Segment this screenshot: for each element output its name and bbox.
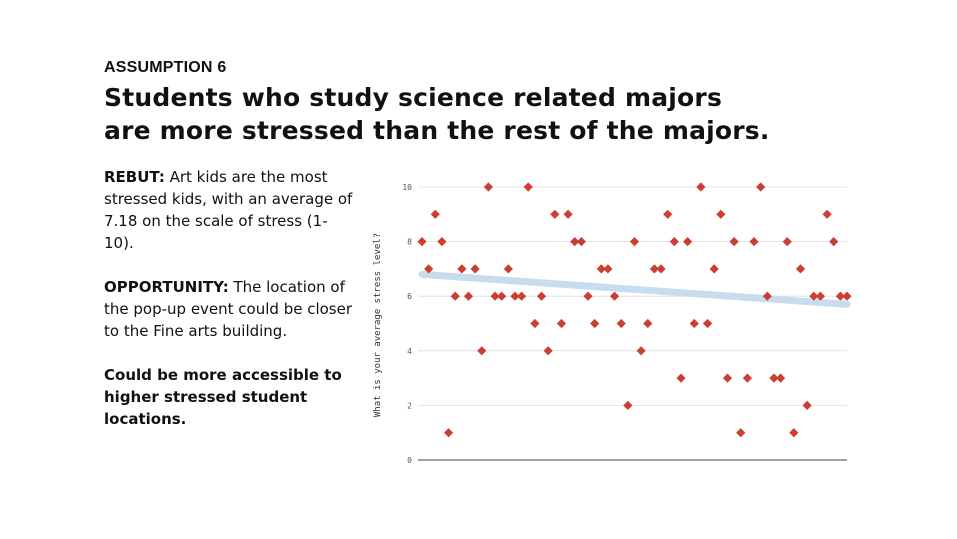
page-title: Students who study science related major… [104,81,864,147]
data-point [590,318,600,329]
data-point [603,264,613,274]
data-point [736,428,746,438]
opportunity-text: The location of the pop-up event could b… [104,278,353,340]
opportunity-label: OPPORTUNITY: [104,278,229,296]
title-line-2: are more stressed than the rest of the m… [104,116,770,145]
data-point [430,209,440,219]
data-point [483,182,494,192]
data-point [543,346,553,356]
data-point [530,318,540,329]
data-point [716,209,726,219]
title-line-1: Students who study science related major… [104,83,723,112]
data-point [450,291,460,301]
data-point [470,264,480,274]
data-point [689,318,699,329]
data-point [722,373,733,383]
data-point [616,318,626,329]
data-points [417,182,852,438]
data-point [576,237,586,247]
data-point [782,237,792,247]
assumption-kicker: ASSUMPTION 6 [104,59,227,76]
data-point [477,346,487,356]
y-tick-label: 4 [407,347,412,356]
data-point [457,264,467,274]
data-point [563,209,573,219]
data-point [742,373,752,383]
y-axis-label: What is your average stress level? [373,233,383,417]
trendline-group [418,270,851,308]
y-tick-labels: 0 2 4 6 8 10 [402,183,412,465]
data-point [802,400,812,410]
data-point [517,291,527,301]
trendline [418,270,851,308]
data-point [656,264,666,274]
data-point [822,209,832,219]
y-tick-label: 10 [402,183,412,192]
rebut-paragraph: REBUT: Art kids are the most stressed ki… [104,166,354,254]
data-point [570,237,580,247]
data-point [443,428,454,438]
data-point [417,237,427,247]
data-point [556,318,567,329]
data-point [636,346,646,356]
data-point [609,291,620,301]
closing-paragraph: Could be more accessible to higher stres… [104,364,354,430]
data-point [829,237,839,247]
data-point [842,291,852,301]
data-point [756,182,766,192]
data-point [437,237,447,247]
data-point [775,373,786,383]
data-point [629,237,640,247]
data-point [795,264,806,274]
data-point [623,400,633,410]
data-point [643,318,653,329]
data-point [815,291,826,301]
stress-scatter-chart: 0 2 4 6 8 10 What is your average stress leve… [373,182,852,465]
data-point [490,291,500,301]
data-point [676,373,686,383]
y-tick-label: 6 [407,292,412,301]
data-point [789,428,799,438]
data-point [696,182,706,192]
y-tick-label: 2 [407,401,412,410]
data-point [583,291,593,301]
data-point [762,291,772,301]
y-tick-label: 8 [407,238,412,247]
data-point [550,209,560,219]
data-point [523,182,533,192]
rebut-text: Art kids are the most stressed kids, wit… [104,168,353,252]
data-point [683,237,693,247]
data-point [749,237,759,247]
y-tick-label: 0 [407,456,412,465]
data-point [424,264,434,274]
data-point [663,209,673,219]
data-point [729,237,739,247]
data-point [503,264,513,274]
closing-text: Could be more accessible to higher stres… [104,366,342,428]
rebut-label: REBUT: [104,168,165,186]
data-point [463,291,474,301]
data-point [809,291,819,301]
data-point [702,318,713,329]
data-point [669,237,679,247]
opportunity-paragraph: OPPORTUNITY: The location of the pop-up … [104,276,354,342]
data-point [709,264,719,274]
data-point [510,291,520,301]
data-point [835,291,845,301]
chart-gridlines [418,186,847,461]
data-point [497,291,507,301]
data-point [536,291,547,301]
commentary-panel: REBUT: Art kids are the most stressed ki… [104,166,354,452]
